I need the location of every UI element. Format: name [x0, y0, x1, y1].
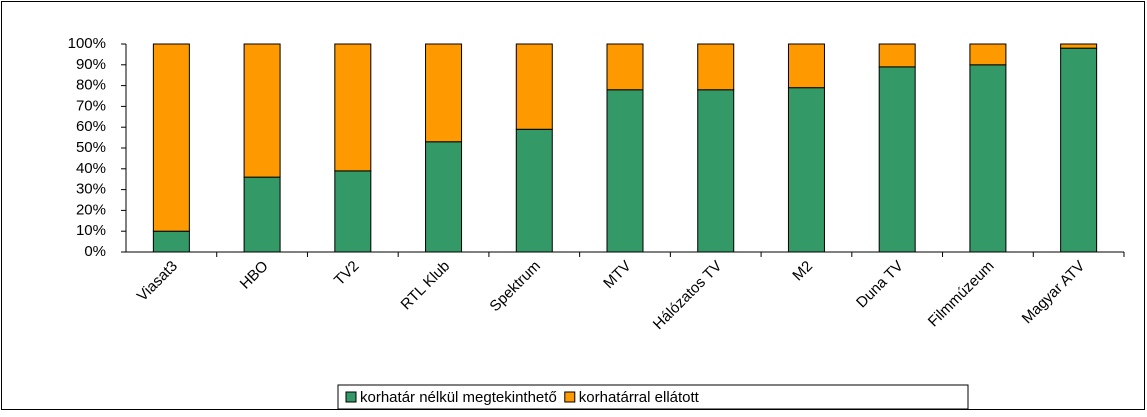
bar-segment: [243, 43, 281, 178]
y-tick-label: 0%: [84, 243, 106, 260]
y-tick-label: 90%: [76, 56, 106, 73]
bar-segment: [878, 66, 916, 253]
legend-swatch: [564, 391, 576, 403]
bar-segment: [697, 43, 735, 91]
bar-segment: [969, 43, 1007, 66]
bar-segment: [334, 170, 372, 253]
y-tick-label: 30%: [76, 181, 106, 198]
bar-segment: [425, 141, 463, 253]
y-tick-label: 20%: [76, 201, 106, 218]
bar-segment: [334, 43, 372, 172]
legend-label: korhatár nélkül megtekinthető: [360, 389, 557, 406]
y-tick-label: 60%: [76, 118, 106, 135]
y-tick-label: 100%: [68, 35, 106, 52]
bar-segment: [878, 43, 916, 68]
bar-segment: [787, 87, 825, 253]
bar-segment: [243, 176, 281, 253]
bar-segment: [606, 43, 644, 91]
bar-segment: [425, 43, 463, 143]
bar-segment: [1060, 43, 1098, 49]
legend: korhatár nélkül megtekinthető korhatárral…: [337, 384, 969, 410]
y-tick-label: 10%: [76, 222, 106, 239]
legend-box: [337, 384, 969, 410]
bar-segment: [152, 230, 190, 253]
y-tick-label: 80%: [76, 77, 106, 94]
legend-label: korhatárral ellátott: [579, 389, 700, 406]
legend-swatch: [345, 391, 357, 403]
bar-segment: [606, 89, 644, 253]
bar-segment: [787, 43, 825, 89]
bar-segment: [697, 89, 735, 253]
bar-segment: [1060, 47, 1098, 253]
bar-segment: [515, 128, 553, 253]
bar-segment: [152, 43, 190, 232]
y-tick-label: 40%: [76, 160, 106, 177]
bar-segment: [515, 43, 553, 130]
chart-border: [1, 1, 1145, 410]
bar-segment: [969, 64, 1007, 253]
y-tick-label: 50%: [76, 139, 106, 156]
y-tick-label: 70%: [76, 97, 106, 114]
